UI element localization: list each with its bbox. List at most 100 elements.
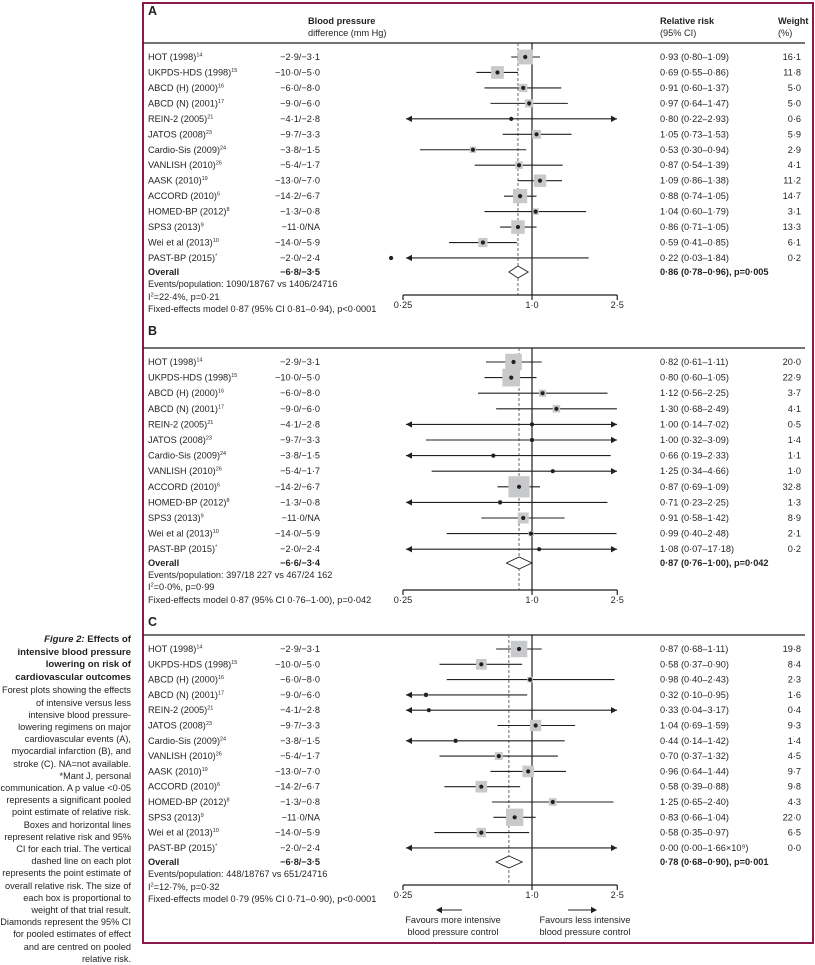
study-row: JATOS (2008)23 −9·7/−3·3 1·04 (0·69–1·59) 9… xyxy=(148,719,801,732)
bp-difference: −6·0/−8·0 xyxy=(280,675,320,685)
study-row: VANLISH (2010)26 −5·4/−1·7 1·25 (0·34–4·66… xyxy=(148,466,801,476)
favours-right-arrow-head xyxy=(591,906,597,914)
point-estimate xyxy=(529,437,535,443)
relative-risk-ci: 0·66 (0·19–2·33) xyxy=(660,451,729,461)
panel-letter: B xyxy=(148,324,157,338)
ci-arrow-left xyxy=(406,115,412,123)
x-tick-label: 2·5 xyxy=(611,595,624,605)
point-estimate xyxy=(550,469,555,474)
study-name: ABCD (H) (2000)16 xyxy=(148,83,224,93)
point-estimate xyxy=(479,830,484,835)
events-population: Events/population: 397/18 227 vs 467/24 … xyxy=(148,570,332,580)
point-estimate xyxy=(521,515,526,521)
reference-superscript: 26 xyxy=(216,752,222,758)
study-row: HOMED-BP (2012)8 −1·3/−0·8 1·25 (0·65–2·40… xyxy=(148,797,801,807)
bp-difference: −2·9/−3·1 xyxy=(280,644,320,654)
relative-risk-ci: 0·91 (0·58–1·42) xyxy=(660,513,729,523)
relative-risk-ci: 0·87 (0·54–1·39) xyxy=(660,160,729,170)
point-estimate xyxy=(426,708,431,713)
relative-risk-ci: 1·12 (0·56–2·25) xyxy=(660,388,729,398)
ci-arrow-right xyxy=(611,468,617,475)
point-estimate xyxy=(521,85,526,91)
ci-arrow-right xyxy=(611,546,617,553)
relative-risk-ci: 0·32 (0·10–0·95) xyxy=(660,690,729,700)
weight-value: 14·7 xyxy=(783,191,801,201)
study-name: ABCD (N) (2001)17 xyxy=(148,98,224,108)
i-squared-superscript: 2 xyxy=(151,883,154,889)
relative-risk-ci: 0·82 (0·61–1·11) xyxy=(660,357,728,367)
relative-risk-ci: 0·88 (0·74–1·05) xyxy=(660,191,729,201)
weight-value: 20·0 xyxy=(783,357,801,367)
point-estimate xyxy=(527,101,532,106)
point-estimate xyxy=(533,723,538,728)
bp-difference: −11·0/NA xyxy=(282,812,321,822)
study-name: UKPDS-HDS (1998)15 xyxy=(148,373,237,383)
bp-difference: −2·9/−3·1 xyxy=(280,52,320,62)
weight-value: 9·7 xyxy=(788,766,801,776)
bp-difference: −9·7/−3·3 xyxy=(280,129,320,139)
ci-arrow-left xyxy=(406,421,412,428)
study-name: SPS3 (2013)9 xyxy=(148,222,204,232)
reference-superscript: 6 xyxy=(217,482,220,488)
relative-risk-ci: 0·58 (0·39–0·88) xyxy=(660,782,729,792)
study-name: ABCD (H) (2000)16 xyxy=(148,675,224,685)
reference-superscript: * xyxy=(215,843,218,849)
study-row: UKPDS-HDS (1998)15 −10·0/−5·0 0·80 (0·60–1… xyxy=(148,368,801,387)
fixed-effects-model: Fixed-effects model 0·79 (95% CI 0·71–0·… xyxy=(148,894,376,904)
study-name: ACCORD (2010)6 xyxy=(148,782,220,792)
rr-header-unit: (95% CI) xyxy=(660,28,696,38)
point-estimate xyxy=(534,132,539,137)
relative-risk-ci: 0·69 (0·55–0·86) xyxy=(660,67,729,77)
study-name: AASK (2010)19 xyxy=(148,766,208,776)
weight-value: 4·5 xyxy=(788,751,801,761)
pooled-diamond xyxy=(508,265,530,279)
caption-title: Figure 2: Effects of intensive blood pre… xyxy=(0,634,131,684)
weight-value: 32·8 xyxy=(783,482,801,492)
relative-risk-ci: 0·80 (0·22–2·93) xyxy=(660,114,729,124)
x-axis: 0·25 1·0 2·5 xyxy=(394,589,624,605)
bp-difference: −5·4/−1·7 xyxy=(280,466,320,476)
reference-superscript: 19 xyxy=(202,767,208,773)
bp-difference: −10·0/−5·0 xyxy=(275,659,320,669)
relative-risk-ci: 0·00 (0·00–1·66×10⁹) xyxy=(660,843,748,853)
weight-value: 2·1 xyxy=(788,529,801,539)
x-tick-label: 2·5 xyxy=(611,890,624,900)
reference-superscript: 16 xyxy=(218,389,224,395)
events-population: Events/population: 1090/18767 vs 1406/24… xyxy=(148,279,338,289)
bp-difference: −4·1/−2·8 xyxy=(280,419,320,429)
heterogeneity: I2=12·7%, p=0·32 xyxy=(148,882,220,892)
relative-risk-ci: 0·58 (0·37–0·90) xyxy=(660,659,729,669)
bp-difference: −1·3/−0·8 xyxy=(280,207,320,217)
i-squared-value: =22·4%, p=0·21 xyxy=(154,292,220,302)
i-squared-superscript: 2 xyxy=(151,293,154,299)
weight-value: 2·9 xyxy=(788,145,801,155)
i-squared-value: =12·7%, p=0·32 xyxy=(154,882,220,892)
relative-risk-ci: 0·96 (0·64–1·44) xyxy=(660,766,729,776)
study-row: PAST-BP (2015)* −2·0/−2·4 0·22 (0·03–1·84)… xyxy=(148,253,801,263)
favours-right-label-line2: blood pressure control xyxy=(540,927,631,937)
reference-superscript: 19 xyxy=(202,176,208,182)
study-row: SPS3 (2013)9 −11·0/NA 0·91 (0·58–1·42) 8·9 xyxy=(148,512,801,524)
study-name: UKPDS-HDS (1998)15 xyxy=(148,659,237,669)
bp-difference: −9·0/−6·0 xyxy=(280,404,320,414)
weight-value: 5·9 xyxy=(788,129,801,139)
weight-value: 0·4 xyxy=(788,705,801,715)
study-row: HOT (1998)14 −2·9/−3·1 0·82 (0·61–1·11) 20·… xyxy=(148,353,801,371)
study-name: HOMED-BP (2012)8 xyxy=(148,797,230,807)
reference-superscript: 24 xyxy=(220,145,226,151)
relative-risk-ci: 0·98 (0·40–2·43) xyxy=(660,675,729,685)
study-row: SPS3 (2013)9 −11·0/NA 0·86 (0·71–1·05) 13·3 xyxy=(148,220,801,234)
reference-superscript: 26 xyxy=(216,467,222,473)
point-estimate xyxy=(540,391,545,396)
weight-value: 11·2 xyxy=(783,176,801,186)
study-row: ABCD (H) (2000)16 −6·0/−8·0 1·12 (0·56–2·2… xyxy=(148,388,801,398)
x-axis: 0·25 1·0 2·5 xyxy=(394,294,624,310)
favours-left-label: Favours more intensive xyxy=(405,915,501,925)
study-row: HOMED-BP (2012)8 −1·3/−0·8 1·04 (0·60–1·79… xyxy=(148,207,801,217)
weight-value: 1·4 xyxy=(788,435,801,445)
study-row: Wei et al (2013)10 −14·0/−5·9 0·99 (0·40–2… xyxy=(148,529,801,539)
point-estimate xyxy=(528,531,534,536)
reference-superscript: 24 xyxy=(220,736,226,742)
bp-difference: −9·0/−6·0 xyxy=(280,98,320,108)
fixed-effects-model: Fixed-effects model 0·87 (95% CI 0·81–0·… xyxy=(148,304,376,314)
